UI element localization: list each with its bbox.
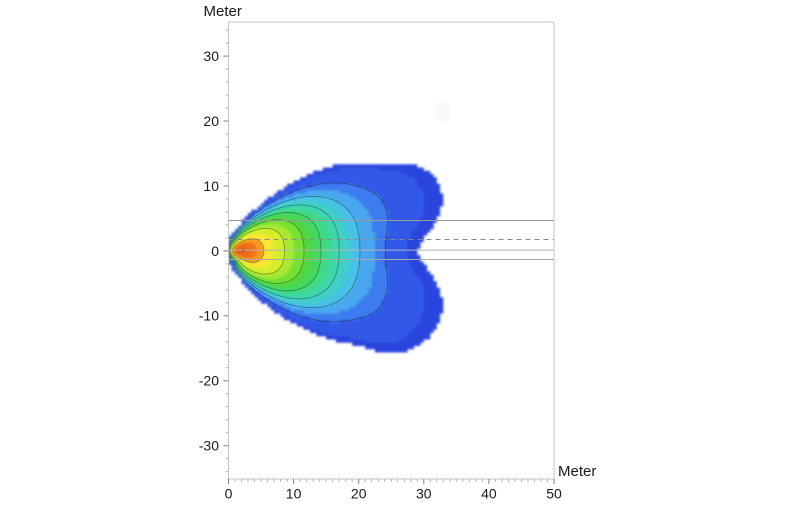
svg-text:-10: -10 (199, 308, 219, 324)
svg-text:-20: -20 (199, 373, 219, 389)
svg-text:0: 0 (225, 486, 233, 502)
svg-text:50: 50 (546, 486, 562, 502)
svg-text:30: 30 (416, 486, 432, 502)
svg-text:Meter: Meter (558, 463, 596, 480)
svg-text:-30: -30 (199, 438, 219, 454)
svg-text:40: 40 (481, 486, 497, 502)
svg-text:0: 0 (211, 243, 219, 259)
svg-text:20: 20 (203, 113, 219, 129)
svg-text:10: 10 (286, 486, 302, 502)
svg-text:10: 10 (203, 178, 219, 194)
svg-text:30: 30 (203, 48, 219, 64)
svg-text:20: 20 (351, 486, 367, 502)
svg-text:Meter: Meter (204, 3, 242, 20)
